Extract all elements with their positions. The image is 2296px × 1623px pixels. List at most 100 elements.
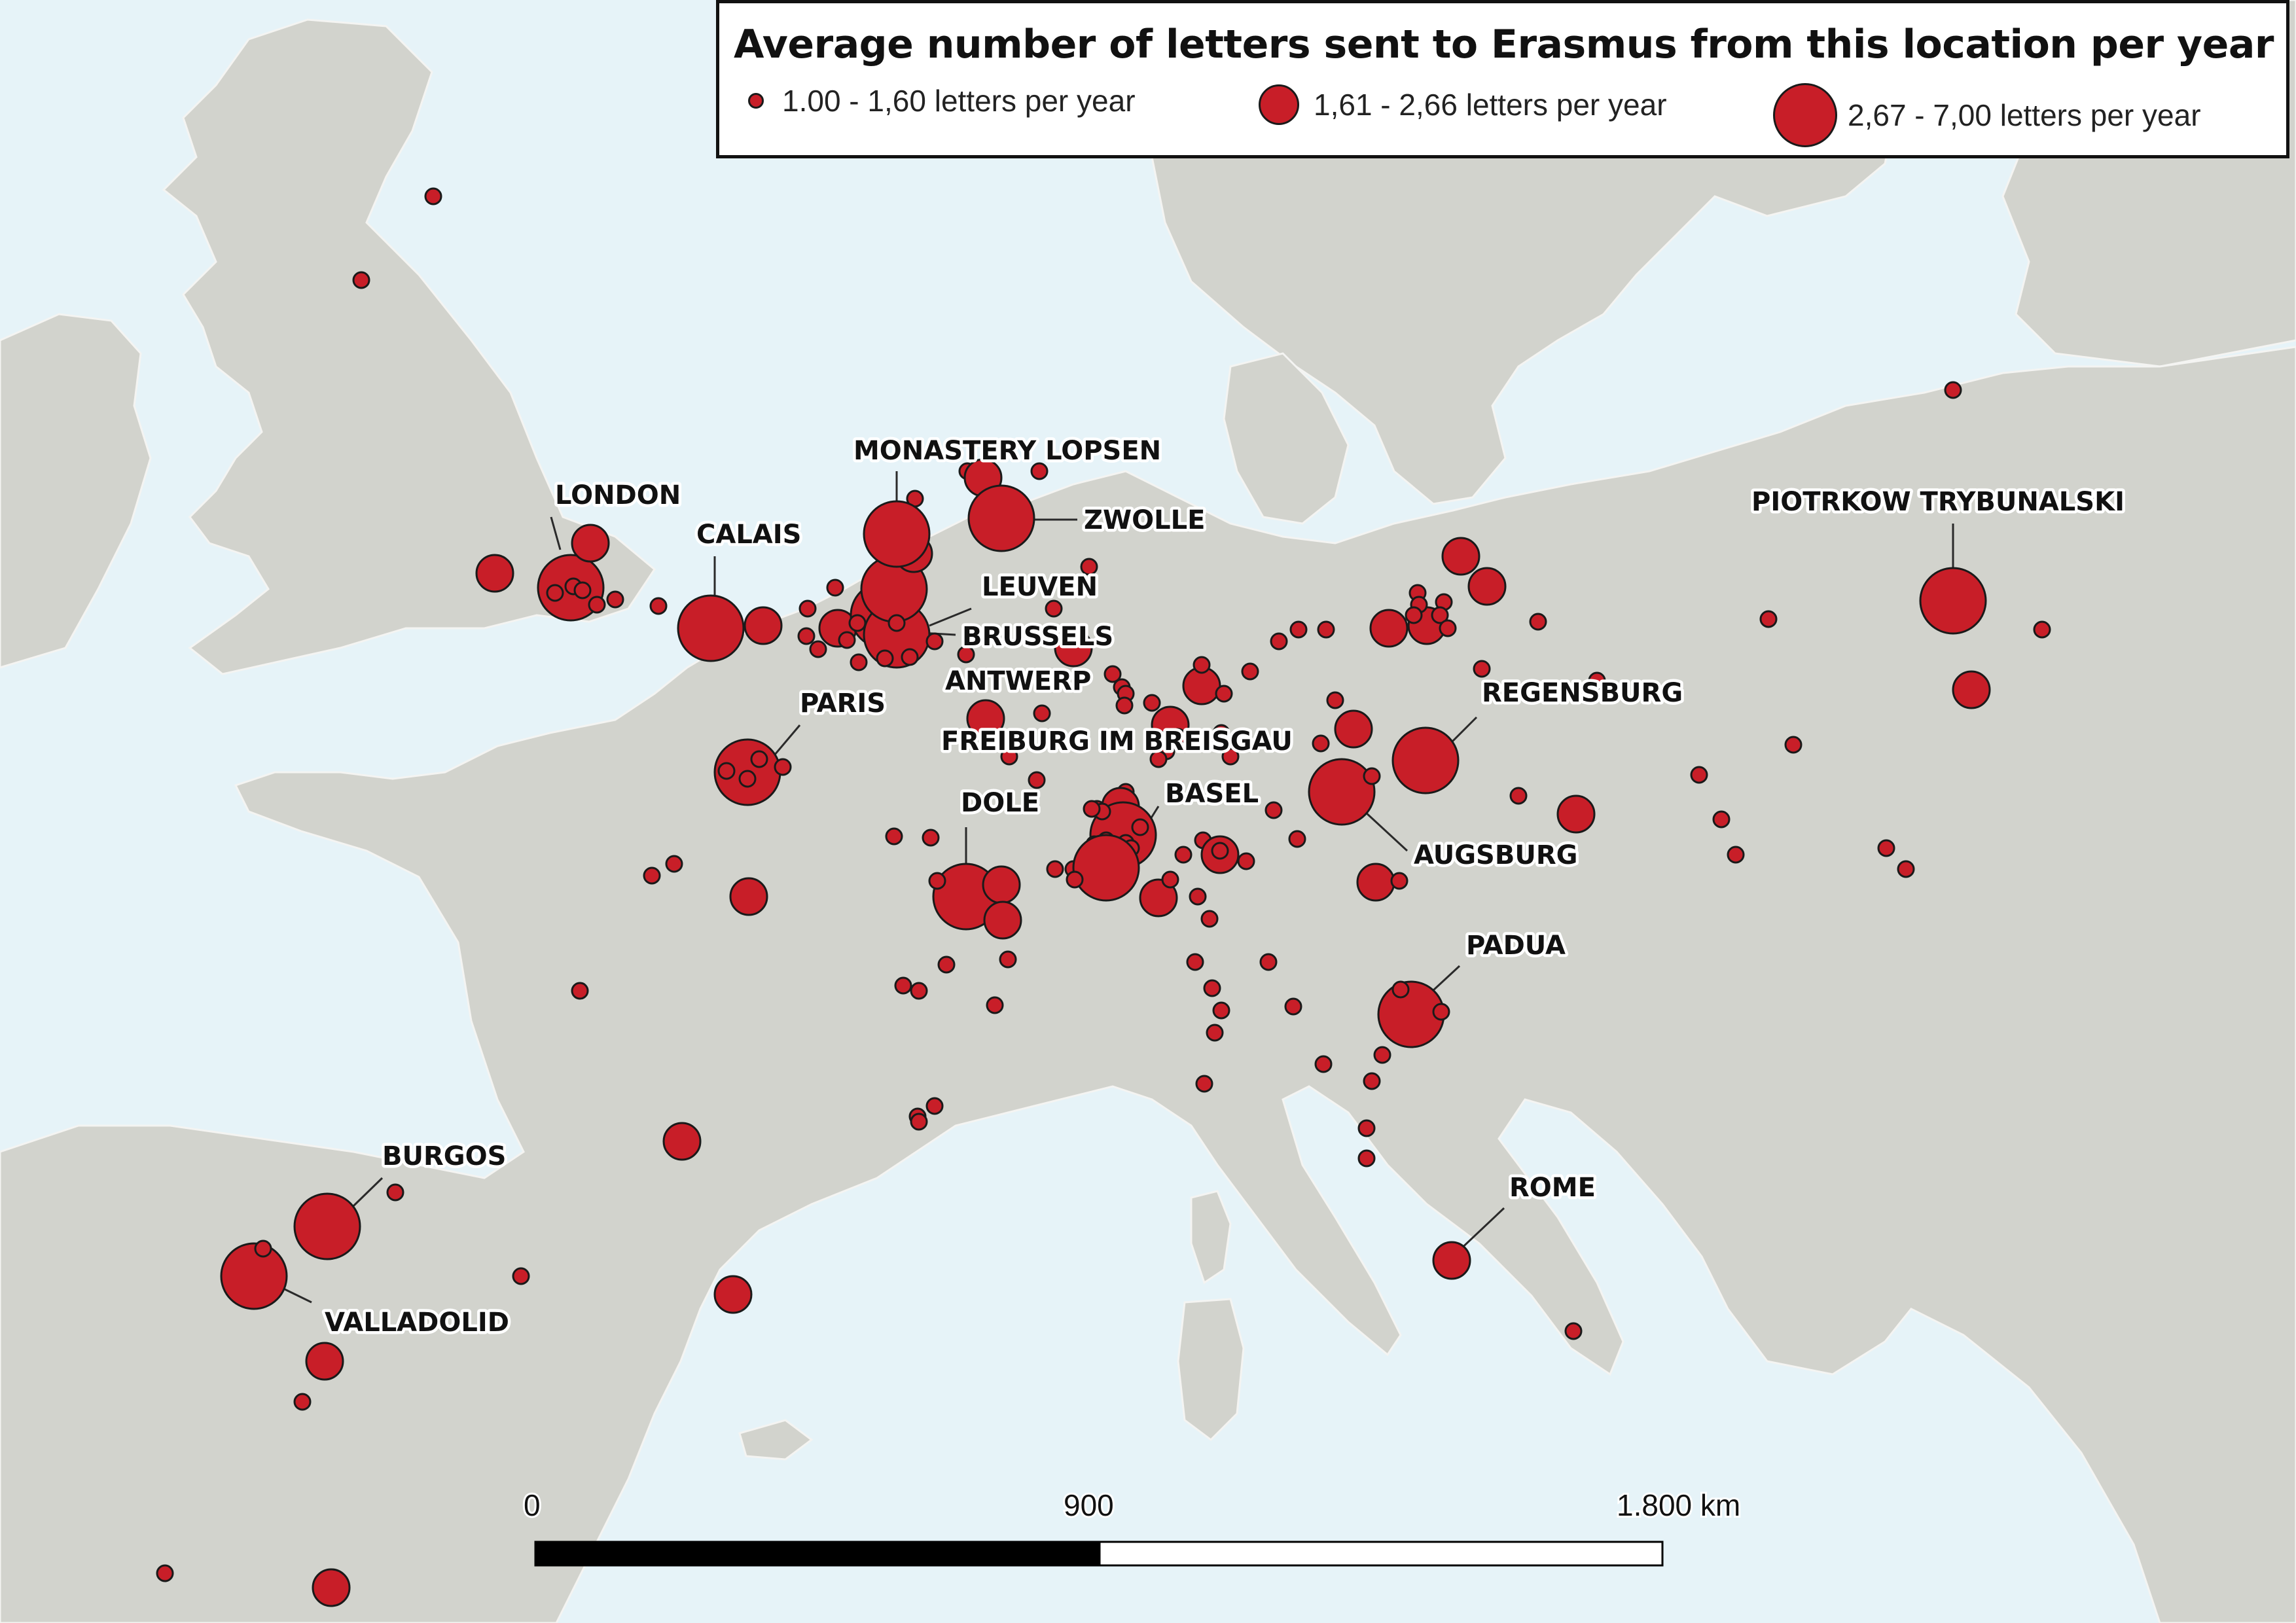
location-dot-21 [809, 640, 827, 658]
location-dot-1 [352, 271, 370, 289]
location-dot-116 [1211, 842, 1229, 860]
location-dot-55 [982, 865, 1021, 904]
location-dot-46 [665, 855, 683, 873]
location-dot-31 [1045, 599, 1063, 618]
location-dot-2 [475, 554, 514, 593]
location-dot-51 [1028, 771, 1046, 789]
land-sardinia [1177, 1298, 1245, 1441]
location-dot-42 [774, 758, 792, 776]
city-label-monastery-lopsen: MONASTERY LOPSEN [853, 436, 1161, 466]
legend-label-small: 1.00 - 1,60 letters per year [782, 84, 1136, 118]
location-dot-135 [1363, 767, 1381, 785]
location-dot-62 [986, 996, 1004, 1014]
location-dot-44 [729, 877, 768, 916]
legend-label-large: 2,67 - 7,00 letters per year [1848, 98, 2201, 132]
location-dot-40 [717, 762, 736, 780]
location-dot-88 [1215, 685, 1233, 703]
location-dot-154 [1556, 794, 1596, 834]
location-dot-119 [1200, 910, 1219, 928]
land-balearic [738, 1419, 814, 1461]
scale-bar: 0 900 1.800 km [522, 1486, 1742, 1567]
location-dot-141 [1369, 609, 1408, 648]
location-dot-59 [894, 976, 912, 995]
land-great-britain [162, 18, 656, 675]
location-dot-131 [1334, 709, 1373, 749]
location-dot-89 [1212, 724, 1230, 742]
location-dot-143 [1441, 537, 1480, 576]
scale-tick-1800: 1.800 km [1617, 1488, 1740, 1522]
location-dot-27 [957, 645, 975, 664]
location-dot-137 [1265, 801, 1283, 819]
location-dot-167 [1944, 381, 1962, 399]
location-dot-26 [876, 649, 894, 668]
location-dot-64 [925, 1097, 944, 1115]
location-dot-136 [1288, 830, 1306, 848]
location-dot-38 [863, 500, 931, 568]
scale-bar-white-segment [1098, 1541, 1664, 1567]
city-label-antwerp: ANTWERP [945, 666, 1091, 696]
location-dot-125 [1259, 953, 1278, 971]
location-dot-166 [1759, 610, 1778, 628]
location-dot-11 [677, 594, 745, 662]
location-dot-7 [573, 581, 592, 599]
location-dot-73 [305, 1342, 344, 1381]
location-dot-124 [1195, 1075, 1213, 1093]
location-dot-159 [1373, 1046, 1391, 1064]
location-dot-175 [1877, 839, 1895, 857]
location-dot-98 [1083, 800, 1101, 818]
legend: Average number of letters sent to Erasmu… [716, 0, 2289, 158]
location-dot-150 [1439, 619, 1457, 637]
location-dot-101 [1131, 818, 1149, 836]
location-dot-10 [649, 597, 668, 615]
leader-paris [770, 724, 801, 760]
location-dot-5 [546, 584, 564, 602]
location-dot-132 [1326, 691, 1344, 709]
location-dot-153 [1509, 787, 1528, 805]
location-dot-108 [1072, 834, 1140, 902]
location-dot-22 [838, 631, 856, 649]
location-dot-118 [1189, 887, 1207, 906]
location-dot-133 [1312, 734, 1330, 753]
location-dot-76 [312, 1568, 351, 1607]
location-dot-50 [1000, 747, 1018, 766]
location-dot-91 [1149, 750, 1168, 768]
location-dot-60 [910, 982, 928, 1000]
city-label-piotrkow: PIOTRKOW TRYBUNALSKI [1751, 487, 2125, 517]
location-dot-158 [1432, 1003, 1450, 1021]
location-dot-174 [1727, 846, 1745, 864]
location-dot-41 [750, 750, 768, 768]
legend-dot-large [1773, 83, 1837, 147]
location-dot-139 [1390, 872, 1408, 890]
location-dot-23 [850, 653, 868, 671]
city-label-zwolle: ZWOLLE [1084, 505, 1205, 535]
location-dot-12 [744, 606, 783, 645]
legend-dot-medium [1259, 84, 1299, 125]
location-dot-134 [1308, 758, 1376, 826]
city-labels: LONDON MONASTERY LOPSEN ZWOLLE CALAIS LEUVEN… [322, 433, 2128, 1341]
location-dot-45 [643, 866, 661, 885]
location-dot-35 [1030, 462, 1049, 480]
city-label-brussels: BRUSSELS [962, 622, 1113, 652]
city-label-regensburg: REGENSBURG [1482, 678, 1683, 708]
location-dot-172 [1690, 766, 1708, 784]
location-dot-161 [1314, 1055, 1333, 1073]
leader-leuven [929, 607, 972, 627]
location-dot-171 [1784, 736, 1803, 754]
location-dot-138 [1356, 863, 1395, 902]
city-label-leuven: LEUVEN [982, 572, 1098, 602]
location-dot-147 [1405, 606, 1423, 624]
location-dot-37 [967, 484, 1035, 552]
location-dot-162 [1357, 1119, 1376, 1137]
location-dot-29 [925, 632, 944, 651]
scale-bar-black-segment [534, 1541, 1101, 1567]
location-dot-32 [1080, 558, 1098, 576]
location-dot-130 [1317, 620, 1335, 639]
land-corsica [1190, 1190, 1232, 1285]
legend-dot-small [748, 93, 764, 109]
city-label-freiburg: FREIBURG IM BREISGAU [941, 726, 1293, 757]
location-dot-120 [1186, 953, 1204, 971]
location-dot-61 [999, 950, 1017, 969]
city-label-london: LONDON [555, 480, 681, 510]
location-dot-168 [1919, 567, 1987, 635]
